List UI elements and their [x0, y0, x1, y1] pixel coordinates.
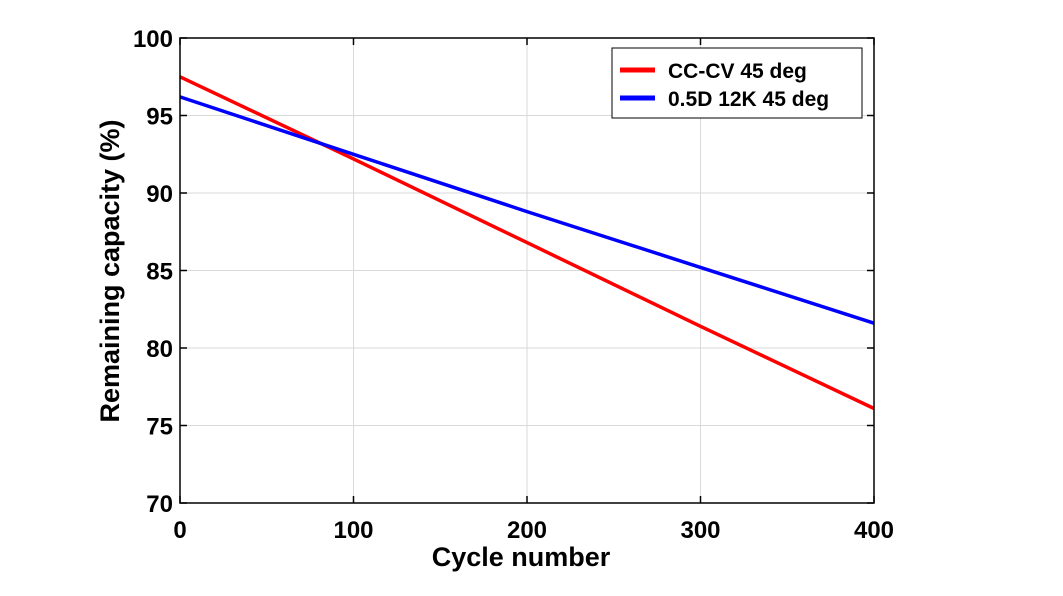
y-axis-title: Remaining capacity (%) [95, 119, 125, 422]
y-tick-label-70: 70 [146, 491, 173, 518]
y-tick-label-85: 85 [146, 259, 173, 286]
y-tick-label-90: 90 [146, 181, 173, 208]
legend-label-cc-cv-45-deg: CC-CV 45 deg [668, 60, 807, 83]
x-tick-label-100: 100 [333, 517, 373, 544]
ticks [179, 37, 875, 504]
series-layer [179, 75, 875, 411]
legend-label-0-5d-12k-45-deg: 0.5D 12K 45 deg [668, 88, 829, 111]
legend-box [611, 47, 863, 119]
series-line-0-5d-12k-45-deg [179, 95, 875, 325]
x-tick-label-200: 200 [507, 517, 547, 544]
x-tick-label-300: 300 [680, 517, 720, 544]
legend: CC-CV 45 deg 0.5D 12K 45 deg [611, 47, 863, 119]
series-line-cc-cv-45-deg [179, 75, 875, 411]
y-tick-label-80: 80 [146, 336, 173, 363]
y-tick-label-95: 95 [146, 104, 173, 131]
x-tick-label-0: 0 [173, 517, 186, 544]
tick-labels: 0 100 200 300 400 70 75 80 85 90 95 100 [133, 26, 894, 544]
x-axis-title: Cycle number [432, 542, 611, 572]
y-tick-label-100: 100 [133, 26, 173, 53]
x-tick-label-400: 400 [854, 517, 894, 544]
y-tick-label-75: 75 [146, 414, 173, 441]
